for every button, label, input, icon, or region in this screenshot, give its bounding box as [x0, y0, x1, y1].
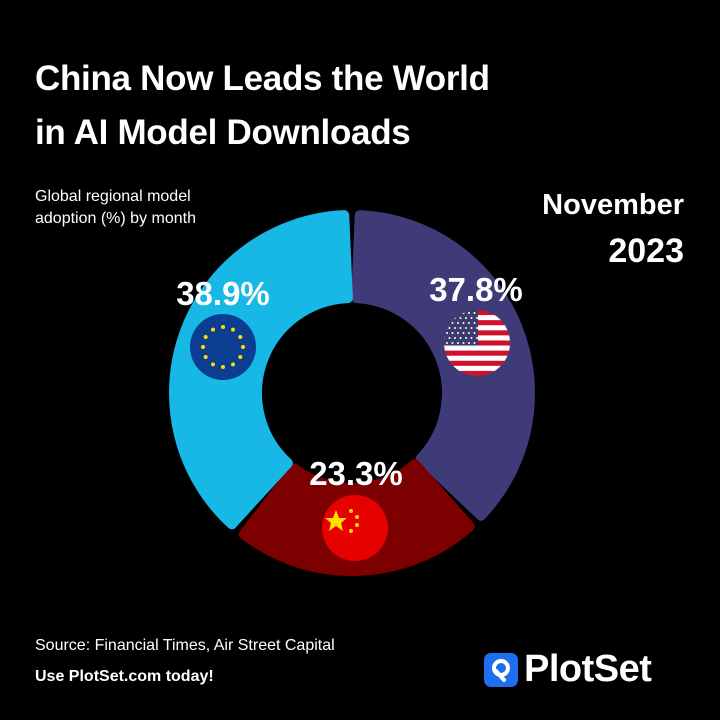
us-value-label: 37.8% — [429, 271, 523, 308]
title-line-2: in AI Model Downloads — [35, 113, 411, 152]
period-year: 2023 — [608, 232, 684, 270]
china-value-label: 23.3% — [309, 455, 403, 492]
period: November 2023 — [542, 182, 684, 274]
eu-segment — [169, 210, 353, 530]
period-month: November — [542, 189, 684, 221]
cta-text: Use PlotSet.com today! — [35, 668, 214, 685]
us-flag-icon — [444, 310, 510, 376]
title-line-1: China Now Leads the World — [35, 59, 490, 98]
page-title: China Now Leads the World in AI Model Do… — [35, 52, 490, 160]
plotset-logo-text: PlotSet — [524, 648, 652, 690]
plotset-logo-icon — [484, 652, 518, 687]
eu-value-label: 38.9% — [176, 275, 270, 312]
plotset-logo: PlotSet — [484, 648, 652, 691]
source-note: Source: Financial Times, Air Street Capi… — [35, 637, 335, 654]
china-flag-icon — [322, 495, 388, 561]
subtitle: Global regional model adoption (%) by mo… — [35, 188, 196, 227]
us-segment — [351, 210, 535, 521]
eu-flag-icon — [190, 314, 256, 380]
